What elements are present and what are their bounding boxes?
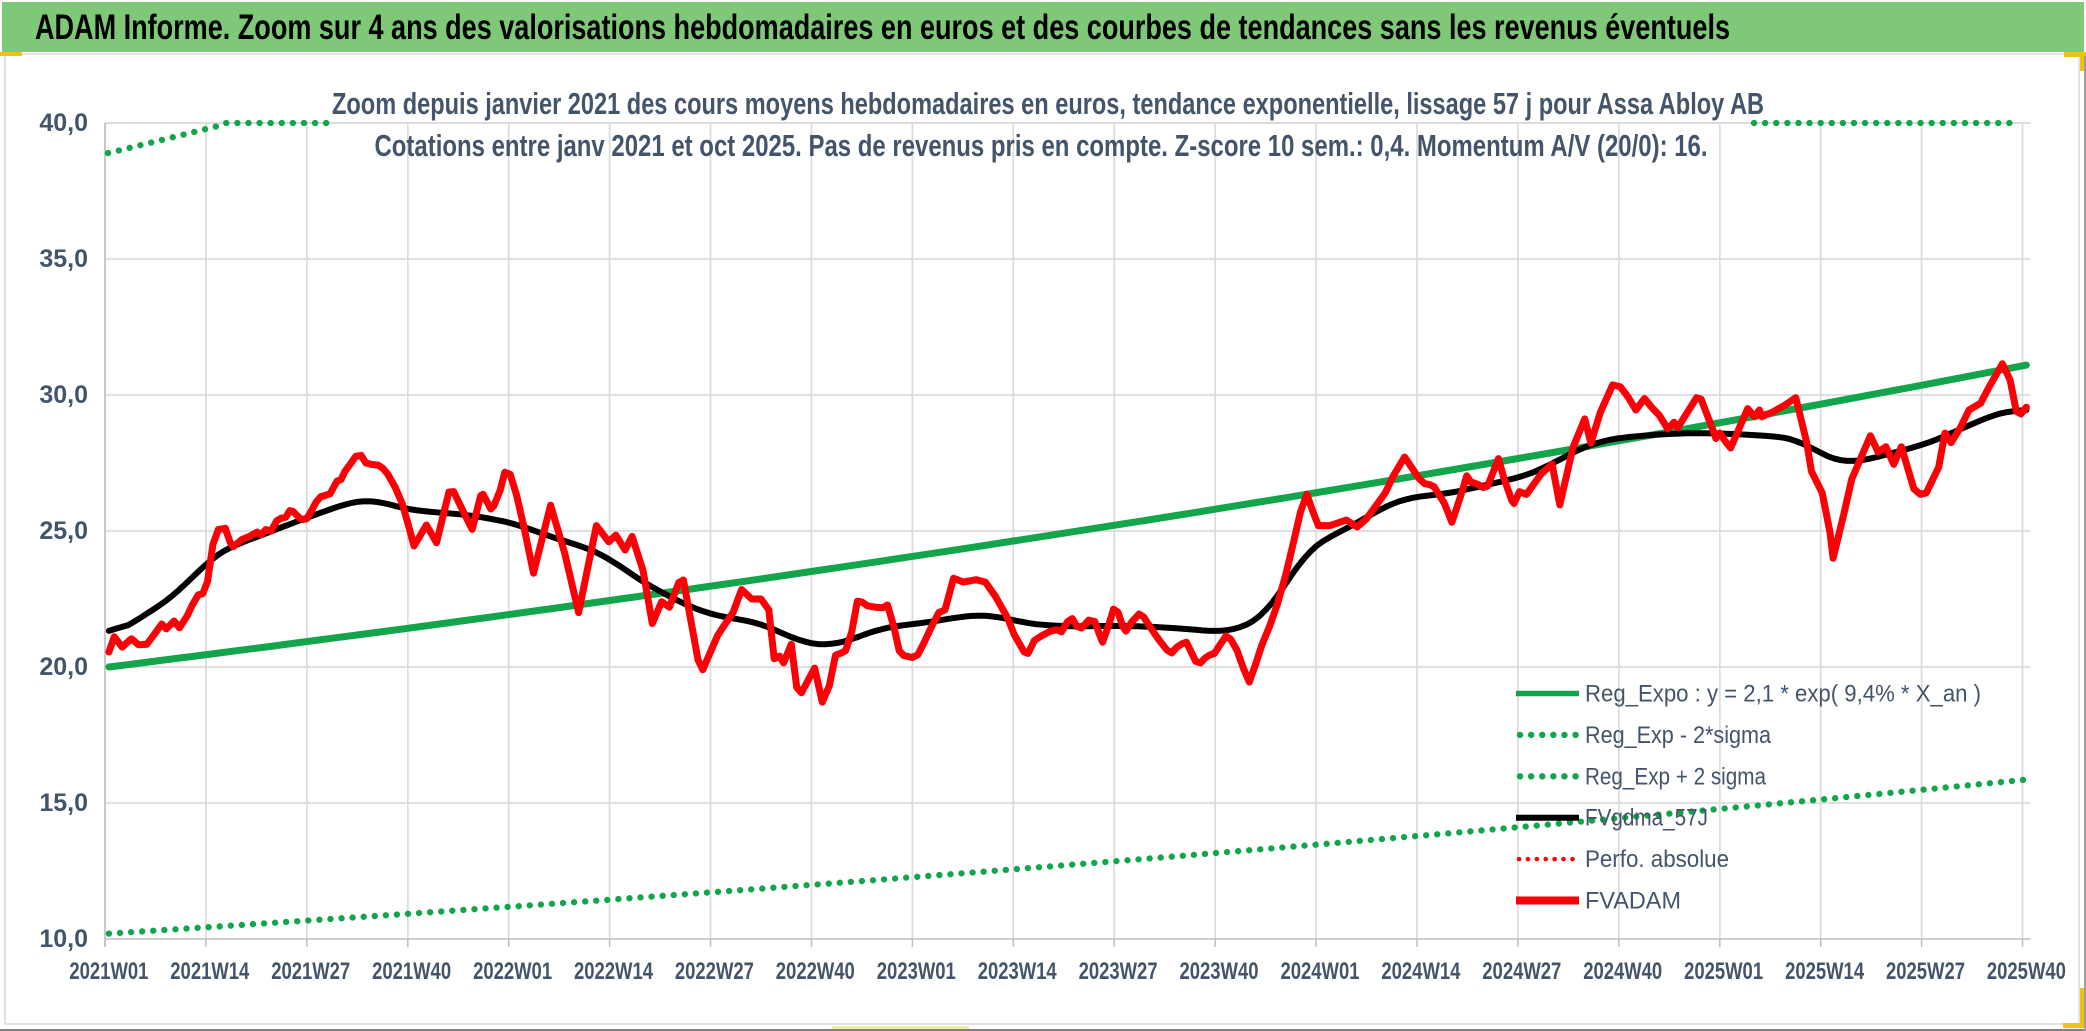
svg-text:2021W01: 2021W01 (69, 958, 148, 985)
svg-text:2024W27: 2024W27 (1482, 958, 1561, 985)
svg-text:2023W14: 2023W14 (978, 958, 1057, 985)
svg-text:2024W01: 2024W01 (1281, 958, 1360, 985)
svg-text:2021W27: 2021W27 (271, 958, 350, 985)
svg-text:30,0: 30,0 (39, 381, 88, 409)
svg-text:2022W14: 2022W14 (574, 958, 653, 985)
svg-text:25,0: 25,0 (39, 517, 88, 545)
svg-text:2022W27: 2022W27 (675, 958, 754, 985)
svg-text:FVgdma_57J: FVgdma_57J (1585, 805, 1708, 832)
svg-text:2022W01: 2022W01 (473, 958, 552, 985)
svg-text:2022W40: 2022W40 (776, 958, 855, 985)
svg-text:Reg_Exp - 2*sigma: Reg_Exp - 2*sigma (1585, 722, 1772, 749)
svg-text:35,0: 35,0 (39, 245, 88, 273)
svg-text:Perfo. absolue: Perfo. absolue (1585, 846, 1729, 873)
svg-text:2024W14: 2024W14 (1381, 958, 1460, 985)
svg-text:FVADAM: FVADAM (1585, 888, 1681, 915)
svg-text:Reg_Exp + 2 sigma: Reg_Exp + 2 sigma (1585, 763, 1767, 790)
svg-text:Reg_Expo : y = 2,1 * exp( 9,4%: Reg_Expo : y = 2,1 * exp( 9,4% * X_an ) (1585, 681, 1981, 708)
svg-text:40,0: 40,0 (39, 109, 88, 137)
svg-text:Zoom depuis janvier 2021 des c: Zoom depuis janvier 2021 des cours moyen… (332, 86, 1764, 121)
svg-text:15,0: 15,0 (39, 789, 88, 817)
svg-text:2025W14: 2025W14 (1785, 958, 1864, 985)
svg-text:2021W14: 2021W14 (170, 958, 249, 985)
svg-text:2024W40: 2024W40 (1583, 958, 1662, 985)
svg-text:ADAM Informe. Zoom sur 4 ans d: ADAM Informe. Zoom sur 4 ans des valoris… (35, 8, 1730, 47)
svg-text:2025W27: 2025W27 (1886, 958, 1965, 985)
svg-text:2023W01: 2023W01 (877, 958, 956, 985)
svg-text:10,0: 10,0 (39, 925, 88, 953)
svg-text:20,0: 20,0 (39, 653, 88, 681)
svg-text:2021W40: 2021W40 (372, 958, 451, 985)
svg-text:2023W27: 2023W27 (1079, 958, 1158, 985)
svg-text:2023W40: 2023W40 (1180, 958, 1259, 985)
svg-text:2025W01: 2025W01 (1684, 958, 1763, 985)
svg-text:2025W40: 2025W40 (1987, 958, 2066, 985)
svg-text:Cotations entre janv 2021 et o: Cotations entre janv 2021 et oct 2025. P… (375, 128, 1708, 163)
